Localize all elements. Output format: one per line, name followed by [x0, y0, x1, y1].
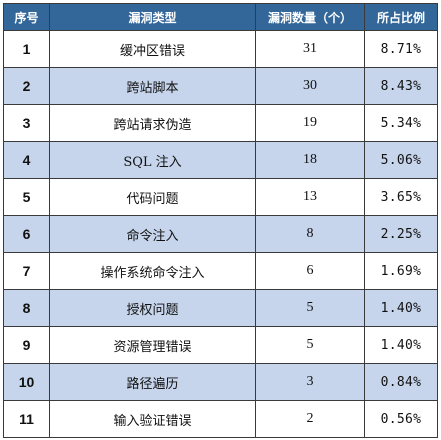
cell-no: 7	[3, 252, 50, 290]
cell-percent: 5.34%	[364, 104, 438, 142]
cell-count: 18	[255, 141, 365, 179]
header-type: 漏洞类型	[49, 3, 256, 31]
cell-type: 输入验证错误	[49, 400, 256, 438]
cell-percent: 8.43%	[364, 67, 438, 105]
cell-type: 命令注入	[49, 215, 256, 253]
table-row: 5 代码问题 13 3.65%	[3, 178, 438, 216]
table-row: 4 SQL 注入 18 5.06%	[3, 141, 438, 179]
cell-type: 跨站请求伪造	[49, 104, 256, 142]
cell-no: 5	[3, 178, 50, 216]
cell-count: 6	[255, 252, 365, 290]
table-row: 11 输入验证错误 2 0.56%	[3, 400, 438, 438]
cell-type: SQL 注入	[49, 141, 256, 179]
cell-count: 19	[255, 104, 365, 142]
table-row: 7 操作系统命令注入 6 1.69%	[3, 252, 438, 290]
cell-no: 4	[3, 141, 50, 179]
header-count: 漏洞数量（个）	[255, 3, 365, 31]
cell-type: 代码问题	[49, 178, 256, 216]
cell-type: 资源管理错误	[49, 326, 256, 364]
cell-percent: 0.56%	[364, 400, 438, 438]
cell-no: 3	[3, 104, 50, 142]
cell-count: 31	[255, 30, 365, 68]
table-row: 8 授权问题 5 1.40%	[3, 289, 438, 327]
cell-count: 30	[255, 67, 365, 105]
cell-count: 13	[255, 178, 365, 216]
cell-percent: 5.06%	[364, 141, 438, 179]
cell-count: 8	[255, 215, 365, 253]
cell-count: 5	[255, 326, 365, 364]
table-row: 10 路径遍历 3 0.84%	[3, 363, 438, 401]
cell-percent: 1.69%	[364, 252, 438, 290]
cell-type: 缓冲区错误	[49, 30, 256, 68]
cell-type: 跨站脚本	[49, 67, 256, 105]
header-percent: 所占比例	[364, 3, 438, 31]
table-row: 6 命令注入 8 2.25%	[3, 215, 438, 253]
cell-no: 9	[3, 326, 50, 364]
cell-percent: 1.40%	[364, 326, 438, 364]
header-row: 序号 漏洞类型 漏洞数量（个） 所占比例	[3, 3, 438, 31]
cell-count: 2	[255, 400, 365, 438]
cell-no: 8	[3, 289, 50, 327]
table-header: 序号 漏洞类型 漏洞数量（个） 所占比例	[3, 3, 438, 31]
cell-count: 3	[255, 363, 365, 401]
header-no: 序号	[3, 3, 50, 31]
vulnerability-table: 序号 漏洞类型 漏洞数量（个） 所占比例 1 缓冲区错误 31 8.71% 2 …	[3, 3, 438, 438]
cell-no: 11	[3, 400, 50, 438]
cell-no: 1	[3, 30, 50, 68]
cell-count: 5	[255, 289, 365, 327]
cell-type: 操作系统命令注入	[49, 252, 256, 290]
table-row: 3 跨站请求伪造 19 5.34%	[3, 104, 438, 142]
table-body: 1 缓冲区错误 31 8.71% 2 跨站脚本 30 8.43% 3 跨站请求伪…	[3, 30, 438, 438]
cell-type: 路径遍历	[49, 363, 256, 401]
cell-percent: 8.71%	[364, 30, 438, 68]
cell-no: 6	[3, 215, 50, 253]
cell-percent: 0.84%	[364, 363, 438, 401]
cell-percent: 2.25%	[364, 215, 438, 253]
table-row: 9 资源管理错误 5 1.40%	[3, 326, 438, 364]
table-row: 1 缓冲区错误 31 8.71%	[3, 30, 438, 68]
table-row: 2 跨站脚本 30 8.43%	[3, 67, 438, 105]
cell-no: 10	[3, 363, 50, 401]
cell-percent: 1.40%	[364, 289, 438, 327]
cell-type: 授权问题	[49, 289, 256, 327]
cell-percent: 3.65%	[364, 178, 438, 216]
cell-no: 2	[3, 67, 50, 105]
